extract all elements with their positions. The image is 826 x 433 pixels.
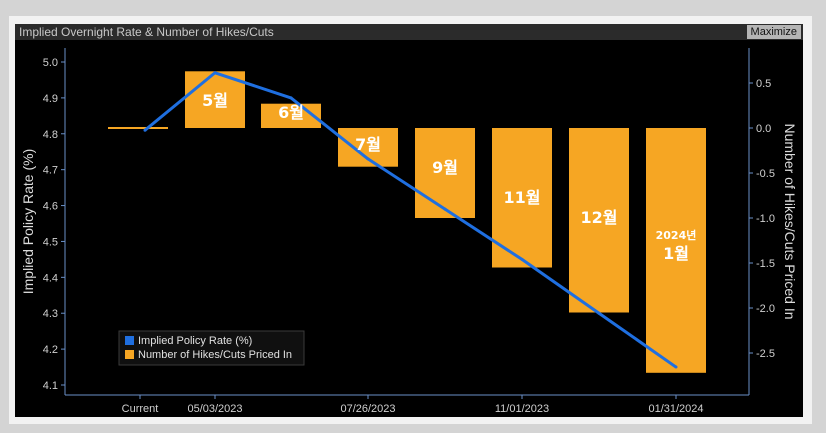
rate-point-3	[366, 157, 370, 161]
x-tick-label: 07/26/2023	[340, 403, 395, 415]
rate-point-0	[143, 128, 147, 132]
right-tick-label: 0.0	[756, 123, 771, 135]
rate-point-4	[443, 207, 447, 211]
left-tick-label: 5.0	[43, 57, 58, 69]
left-axis-title: Implied Policy Rate (%)	[20, 149, 36, 295]
left-tick-label: 4.1	[43, 380, 58, 392]
bar-label-6: 12월	[581, 208, 618, 227]
x-tick-label: 05/03/2023	[187, 403, 242, 415]
rate-point-2	[289, 96, 293, 100]
rate-point-1	[213, 71, 217, 75]
bar-4	[415, 128, 475, 218]
legend-swatch-bars	[125, 350, 134, 359]
left-tick-label: 4.7	[43, 165, 58, 177]
left-tick-label: 4.2	[43, 344, 58, 356]
x-tick-label: Current	[122, 403, 159, 415]
right-tick-label: 0.5	[756, 78, 771, 90]
chart-panel: Implied Overnight Rate & Number of Hikes…	[15, 24, 803, 417]
right-tick-label: -0.5	[756, 168, 775, 180]
bar-0	[108, 127, 168, 129]
left-tick-label: 4.9	[43, 93, 58, 105]
right-tick-label: -2.5	[756, 348, 775, 360]
left-tick-label: 4.8	[43, 129, 58, 141]
x-tick-label: 11/01/2023	[495, 403, 549, 415]
left-tick-label: 4.5	[43, 236, 58, 248]
right-tick-label: -1.0	[756, 213, 775, 225]
rate-line	[144, 71, 677, 369]
chart-canvas: 5.0 4.9 4.8 4.7 4.6 4.5 4.4 4.3 4.2 4.1 0.5 0.0 -0.5…	[20, 48, 798, 415]
bar-6	[569, 128, 629, 313]
legend-box	[118, 330, 305, 366]
bar-2	[261, 103, 321, 128]
maximize-button[interactable]: Maximize	[746, 25, 801, 39]
right-axis-title: Number of Hikes/Cuts Priced In	[782, 123, 798, 319]
bar-label-5: 11월	[504, 188, 541, 207]
bar-label-4: 9월	[432, 158, 458, 177]
bar-label-2: 6월	[278, 103, 304, 122]
right-tick-label: -1.5	[756, 258, 775, 270]
left-tick-label: 4.6	[43, 201, 58, 213]
x-tick-label: 01/31/2024	[648, 403, 703, 415]
bar-label-1: 5월	[202, 91, 228, 110]
rate-point-7	[674, 365, 678, 369]
legend-label-line: Implied Policy Rate (%)	[138, 335, 252, 347]
legend-swatch-line	[125, 336, 134, 345]
bar-label-7: 1월	[663, 244, 689, 263]
bar-sublabel-7: 2024년	[656, 228, 697, 242]
bar-5	[492, 128, 552, 268]
rate-point-5	[520, 257, 524, 261]
bar-7	[646, 128, 706, 373]
chart-title: Implied Overnight Rate & Number of Hikes…	[19, 25, 274, 39]
bar-label-3: 7월	[355, 135, 381, 154]
legend-label-bars: Number of Hikes/Cuts Priced In	[138, 349, 292, 361]
left-tick-label: 4.4	[43, 272, 58, 284]
right-tick-label: -2.0	[756, 303, 775, 315]
left-tick-label: 4.3	[43, 308, 58, 320]
rate-point-6	[597, 311, 601, 315]
title-bar: Implied Overnight Rate & Number of Hikes…	[15, 24, 803, 40]
